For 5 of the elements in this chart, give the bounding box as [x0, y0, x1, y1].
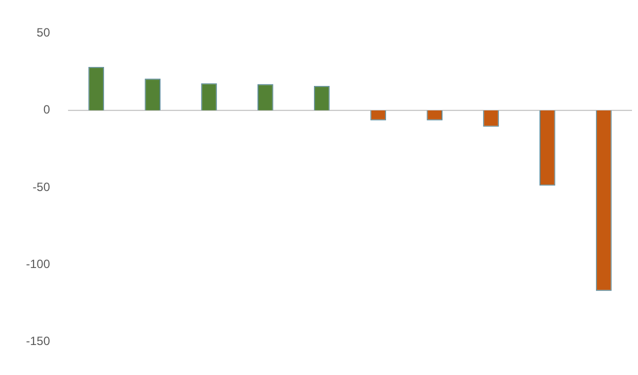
y-tick-label: -100 — [26, 256, 50, 271]
y-tick-label: -50 — [32, 180, 50, 194]
y-tick-label: -150 — [26, 334, 50, 348]
y-tick-label: 50 — [36, 26, 50, 40]
y-tick-label: 0 — [43, 102, 50, 117]
